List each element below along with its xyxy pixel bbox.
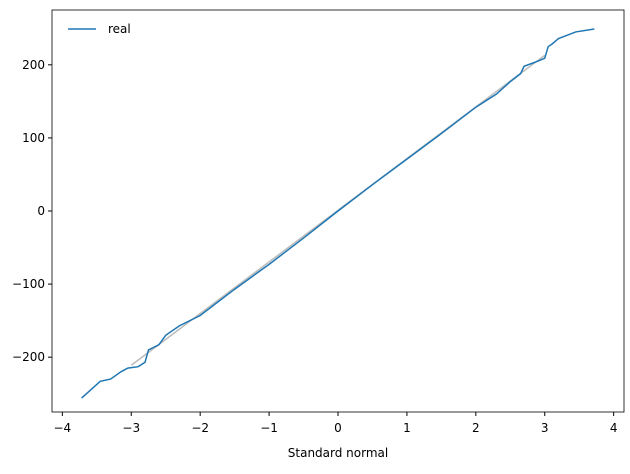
x-tick-label: 3 (541, 421, 549, 435)
x-tick-label: 0 (334, 421, 342, 435)
x-tick-label: 2 (472, 421, 480, 435)
x-tick-label: −1 (260, 421, 278, 435)
y-tick-label: −200 (12, 350, 45, 364)
y-tick-label: 100 (22, 131, 45, 145)
legend-label: real (108, 22, 131, 36)
x-tick-label: −4 (53, 421, 71, 435)
x-tick-label: 1 (403, 421, 411, 435)
x-tick-label: −2 (191, 421, 209, 435)
data-line (81, 28, 595, 399)
x-tick-label: 4 (610, 421, 618, 435)
y-tick-label: 0 (37, 204, 45, 218)
y-tick-label: −100 (12, 277, 45, 291)
x-axis-label: Standard normal (288, 446, 388, 460)
y-tick-label: 200 (22, 58, 45, 72)
x-tick-label: −3 (122, 421, 140, 435)
plot-frame (51, 9, 625, 413)
